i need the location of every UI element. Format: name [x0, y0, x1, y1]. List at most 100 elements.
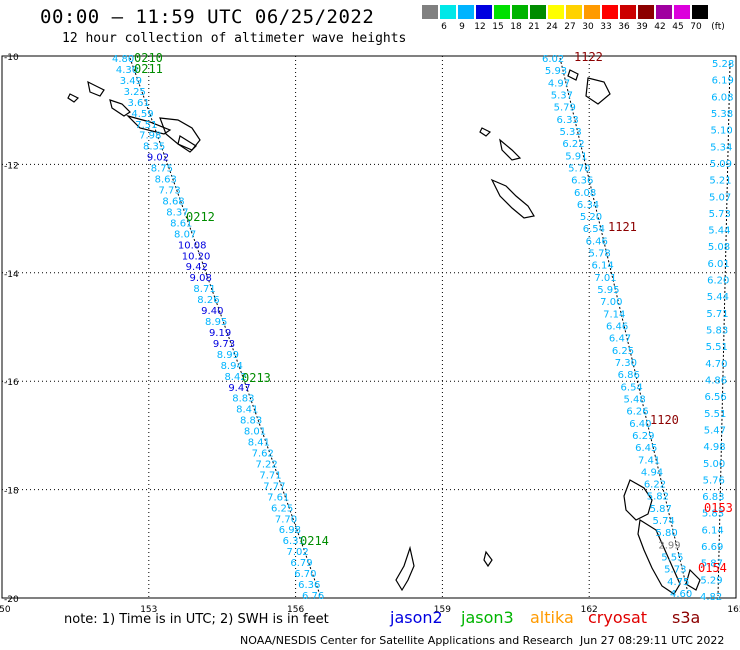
- wave-height-value: 7.70: [275, 514, 297, 525]
- wave-height-value: 6.08: [574, 188, 596, 199]
- wave-height-value: 7.98: [139, 131, 161, 142]
- pass-time-label: 0154: [698, 561, 727, 575]
- ground-track-line: [717, 62, 731, 597]
- legend-label: 6: [441, 22, 447, 32]
- wave-height-value: 5.00: [703, 459, 725, 470]
- wave-height-value: 5.44: [707, 292, 729, 303]
- wave-height-value: 4.59: [131, 109, 153, 120]
- wave-height-value: 9.40: [201, 306, 223, 317]
- wave-height-value: 9.42: [186, 262, 208, 273]
- wave-height-value: 5.71: [706, 309, 728, 320]
- wave-height-value: 6.25: [271, 503, 293, 514]
- wave-height-value: 6.76: [302, 591, 324, 602]
- wave-height-value: 5.83: [706, 326, 728, 337]
- legend-label: 42: [654, 22, 666, 32]
- legend-label: 12: [474, 22, 486, 32]
- wave-height-value: 5.44: [708, 226, 730, 237]
- wave-height-value: 4.98: [703, 442, 725, 453]
- wave-height-value: 8.41: [236, 405, 258, 416]
- wave-height-value: 7.61: [267, 492, 289, 503]
- lon-tick-label: 159: [434, 605, 451, 615]
- wave-height-value: 5.47: [704, 425, 726, 436]
- wave-height-value: 6.86: [618, 370, 640, 381]
- wave-height-value: 5.07: [709, 192, 731, 203]
- wave-height-value: 8.61: [170, 218, 192, 229]
- wave-height-value: 8.41: [248, 438, 270, 449]
- lon-tick-label: 156: [287, 605, 304, 615]
- axis-tick-labels: -10 -12 -14 -16 -18 -20150 153 156 159 162 165: [0, 53, 740, 615]
- wave-height-value: 6.45: [635, 443, 657, 454]
- wave-height-value: 5.29: [700, 575, 722, 586]
- wave-height-value: 5.09: [710, 159, 732, 170]
- mission-label: jason2: [390, 608, 443, 627]
- legend-swatch: [656, 5, 672, 19]
- wave-height-value: 7.71: [259, 470, 281, 481]
- island-outline: [567, 69, 579, 81]
- wave-height-value: 6.01: [708, 259, 730, 270]
- legend-swatch: [620, 5, 636, 19]
- island-outline: [67, 93, 80, 103]
- wave-height-value: 6.08: [711, 92, 733, 103]
- wave-height-value: 5.95: [597, 285, 619, 296]
- wave-height-value: 9.47: [228, 383, 250, 394]
- wave-height-value: 6.29: [632, 431, 654, 442]
- legend-swatch: [602, 5, 618, 19]
- wave-height-value: 6.36: [571, 176, 593, 187]
- wave-height-value: 5.78: [589, 249, 611, 260]
- wave-height-value: 10.20: [182, 251, 211, 262]
- wave-height-value: 3.61: [128, 98, 150, 109]
- wave-height-value: 8.75: [151, 164, 173, 175]
- map-frame: [1, 55, 737, 599]
- wave-height-value: 4.75: [667, 577, 689, 588]
- wave-height-value: 7.00: [600, 297, 622, 308]
- legend-swatch: [512, 5, 528, 19]
- island-outline: [125, 114, 172, 135]
- wave-height-value: 5.51: [704, 409, 726, 420]
- wave-height-value: 6.46: [586, 236, 608, 247]
- legend-label: 30: [582, 22, 594, 32]
- lat-tick-label: -14: [4, 270, 19, 280]
- lat-tick-label: -10: [4, 53, 19, 63]
- wave-height-value: 8.01: [244, 427, 266, 438]
- wave-height-value: 6.14: [702, 525, 724, 536]
- wave-height-value: 5.73: [709, 209, 731, 220]
- wave-height-value: 6.69: [701, 542, 723, 553]
- legend-swatch: [638, 5, 654, 19]
- island-outline: [499, 138, 522, 161]
- wave-height-value: 4.94: [641, 467, 663, 478]
- wave-height-value: 5.73: [664, 565, 686, 576]
- pass-time-label: 1121: [608, 220, 637, 234]
- pass-time-label: 0211: [134, 62, 163, 76]
- wave-height-value: 6.54: [583, 224, 605, 235]
- wave-height-value: 5.76: [703, 475, 725, 486]
- legend-label: 70: [690, 22, 702, 32]
- wave-height-value: 8.95: [205, 317, 227, 328]
- legend-swatch: [440, 5, 456, 19]
- ground-track-line: [129, 57, 321, 596]
- pass-time-label: 0212: [186, 210, 215, 224]
- lon-tick-label: 150: [0, 605, 11, 615]
- wave-height-value: 5.48: [623, 394, 645, 405]
- map-title: 00:00 – 11:59 UTC 06/25/2022: [40, 6, 375, 28]
- legend-label: 9: [459, 22, 465, 32]
- wave-height-value: 6.22: [562, 139, 584, 150]
- wave-height-value: 9.02: [147, 153, 169, 164]
- mission-label: cryosat: [588, 608, 648, 627]
- island-outline: [685, 568, 701, 591]
- wave-height-value: 4.82: [700, 592, 722, 603]
- wave-height-value: 5.83: [702, 509, 724, 520]
- pass-time-label: 1120: [650, 413, 679, 427]
- ground-tracks: [129, 57, 731, 597]
- wave-height-value: 5.70: [568, 163, 590, 174]
- wave-height-value: 7.73: [159, 186, 181, 197]
- wave-height-value: 10.08: [178, 240, 207, 251]
- wave-height-value: 6.54: [621, 382, 643, 393]
- lon-tick-label: 162: [581, 605, 598, 615]
- mission-label: altika: [530, 608, 574, 627]
- wave-height-value: 7.77: [263, 481, 285, 492]
- island-outline: [177, 135, 197, 153]
- island-outline: [585, 77, 611, 105]
- legend-swatch: [674, 5, 690, 19]
- wave-height-value: 5.82: [647, 492, 669, 503]
- wave-height-value: 6.19: [712, 76, 734, 87]
